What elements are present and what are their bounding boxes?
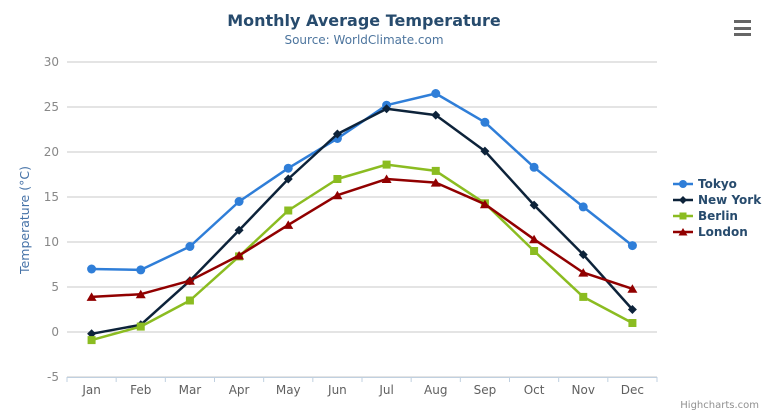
data-point-tokyo[interactable] bbox=[578, 202, 588, 212]
series-line-tokyo bbox=[90, 92, 634, 272]
legend: Tokyo New York Berlin London bbox=[673, 178, 761, 238]
data-point-london[interactable] bbox=[529, 234, 540, 244]
data-point-london[interactable] bbox=[283, 220, 294, 229]
export-menu-button[interactable] bbox=[734, 20, 752, 36]
y-axis-label: 10 bbox=[44, 235, 59, 249]
data-point-berlin[interactable] bbox=[185, 296, 194, 305]
series-line-berlin bbox=[90, 163, 634, 342]
data-point-london[interactable] bbox=[135, 289, 146, 299]
data-point-berlin[interactable] bbox=[87, 336, 96, 345]
data-point-berlin[interactable] bbox=[431, 166, 440, 175]
chart-title: Monthly Average Temperature bbox=[227, 11, 501, 30]
x-axis-label: Nov bbox=[572, 383, 595, 397]
y-axis-label: 20 bbox=[44, 145, 59, 159]
data-point-london[interactable] bbox=[86, 292, 97, 301]
data-point-new-york[interactable] bbox=[382, 104, 392, 114]
data-point-london[interactable] bbox=[234, 251, 245, 260]
data-point-tokyo[interactable] bbox=[234, 197, 244, 206]
data-point-berlin[interactable] bbox=[382, 160, 391, 169]
data-point-london[interactable] bbox=[627, 284, 638, 293]
data-point-london[interactable] bbox=[430, 178, 441, 187]
triangle-marker-icon bbox=[673, 228, 693, 236]
legend-item-tokyo[interactable]: Tokyo bbox=[673, 178, 761, 190]
data-point-tokyo[interactable] bbox=[627, 241, 637, 251]
data-point-new-york[interactable] bbox=[431, 110, 441, 120]
data-point-london[interactable] bbox=[332, 190, 343, 200]
series-line-london bbox=[90, 177, 634, 299]
data-point-new-york[interactable] bbox=[578, 250, 588, 260]
diamond-marker-icon bbox=[673, 196, 693, 204]
legend-label: New York bbox=[698, 193, 762, 207]
legend-label: London bbox=[698, 225, 748, 239]
legend-item-berlin[interactable]: Berlin bbox=[673, 210, 761, 222]
y-axis-label: -5 bbox=[47, 370, 59, 384]
legend-item-london[interactable]: London bbox=[673, 226, 761, 238]
data-point-new-york[interactable] bbox=[480, 146, 490, 156]
series-line-new-york bbox=[90, 107, 634, 336]
credits-link[interactable]: Highcharts.com bbox=[680, 400, 759, 411]
hamburger-menu-icon bbox=[734, 33, 751, 36]
data-point-berlin[interactable] bbox=[284, 206, 293, 215]
data-point-tokyo[interactable] bbox=[283, 163, 293, 173]
legend-label: Berlin bbox=[698, 209, 738, 223]
y-axis-title: Temperature (°C) bbox=[17, 166, 32, 275]
y-axis-label: 5 bbox=[51, 280, 59, 294]
data-point-tokyo[interactable] bbox=[529, 162, 539, 172]
x-axis-label: Apr bbox=[229, 383, 250, 397]
legend-label: Tokyo bbox=[698, 177, 737, 191]
data-point-berlin[interactable] bbox=[136, 322, 145, 331]
data-point-new-york[interactable] bbox=[283, 174, 293, 184]
x-axis bbox=[66, 377, 658, 382]
x-axis-label: Jan bbox=[81, 383, 101, 397]
y-axis-label: 0 bbox=[51, 325, 59, 339]
data-point-tokyo[interactable] bbox=[185, 242, 195, 251]
data-point-berlin[interactable] bbox=[530, 247, 539, 255]
x-axis-label: Feb bbox=[130, 383, 151, 397]
series-tokyo[interactable] bbox=[87, 89, 637, 275]
data-point-new-york[interactable] bbox=[332, 129, 342, 139]
x-axis-label: Jul bbox=[378, 383, 393, 397]
y-gridlines bbox=[67, 61, 657, 378]
data-point-berlin[interactable] bbox=[579, 292, 588, 301]
data-point-london[interactable] bbox=[381, 174, 392, 184]
x-axis-label: Jun bbox=[327, 383, 347, 397]
chart-subtitle: Source: WorldClimate.com bbox=[284, 33, 444, 47]
data-point-london[interactable] bbox=[578, 268, 589, 277]
series-new-york[interactable] bbox=[87, 104, 637, 339]
legend-item-new-york[interactable]: New York bbox=[673, 194, 761, 206]
y-axis-label: 25 bbox=[44, 100, 59, 114]
hamburger-menu-icon bbox=[734, 26, 751, 30]
square-marker-icon bbox=[673, 212, 693, 220]
hamburger-menu-icon bbox=[734, 20, 751, 23]
series-london[interactable] bbox=[86, 174, 638, 301]
data-point-tokyo[interactable] bbox=[480, 117, 490, 127]
data-point-new-york[interactable] bbox=[627, 305, 637, 314]
data-point-london[interactable] bbox=[479, 199, 490, 209]
data-point-tokyo[interactable] bbox=[136, 265, 146, 275]
x-axis-label: Oct bbox=[524, 383, 545, 397]
y-axis-label: 15 bbox=[44, 190, 59, 204]
x-axis-label: Sep bbox=[474, 383, 497, 397]
data-point-new-york[interactable] bbox=[529, 200, 539, 210]
data-point-new-york[interactable] bbox=[234, 225, 244, 235]
x-axis-label: Dec bbox=[621, 383, 644, 397]
x-axis-label: Mar bbox=[179, 383, 202, 397]
data-point-tokyo[interactable] bbox=[431, 89, 441, 98]
data-point-london[interactable] bbox=[184, 276, 195, 285]
y-axis-label: 30 bbox=[44, 55, 59, 69]
x-axis-label: Aug bbox=[424, 383, 447, 397]
data-point-new-york[interactable] bbox=[87, 329, 97, 339]
circle-marker-icon bbox=[673, 180, 693, 188]
x-axis-label: May bbox=[276, 383, 301, 397]
data-point-berlin[interactable] bbox=[628, 319, 637, 327]
data-point-tokyo[interactable] bbox=[87, 264, 97, 274]
data-point-berlin[interactable] bbox=[333, 175, 342, 183]
